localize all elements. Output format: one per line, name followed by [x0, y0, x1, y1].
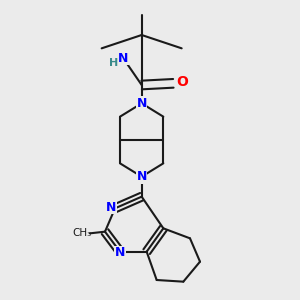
Text: N: N — [136, 170, 147, 183]
Text: CH₃: CH₃ — [72, 228, 91, 238]
Text: N: N — [115, 246, 125, 259]
Text: N: N — [106, 201, 116, 214]
Text: H: H — [109, 58, 118, 68]
Text: O: O — [177, 75, 189, 89]
Text: N: N — [118, 52, 128, 65]
Text: N: N — [136, 97, 147, 110]
